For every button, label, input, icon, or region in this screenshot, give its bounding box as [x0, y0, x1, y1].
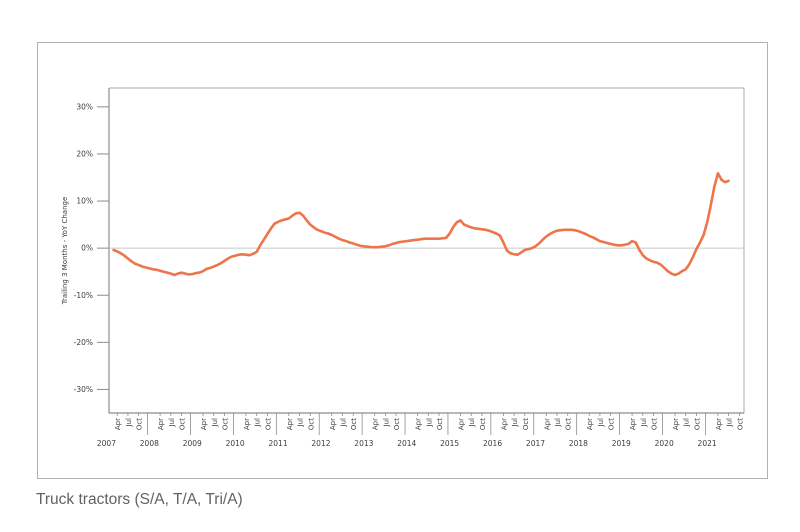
y-tick-label: -20%	[74, 338, 93, 347]
x-tick-label: Oct	[136, 418, 144, 430]
x-tick-label: Oct	[565, 418, 573, 430]
x-tick-label: Jul	[726, 418, 734, 428]
x-tick-label: Jul	[339, 418, 347, 428]
x-year-label: 2007	[97, 439, 116, 448]
x-tick-label: Jul	[468, 418, 476, 428]
x-year-label: 2012	[311, 439, 330, 448]
chart-caption: Truck tractors (S/A, T/A, Tri/A)	[36, 491, 243, 508]
x-year-label: 2017	[526, 439, 545, 448]
x-tick-label: Apr	[329, 418, 337, 430]
y-tick-label: -10%	[74, 291, 93, 300]
x-tick-label: Jul	[683, 418, 691, 428]
x-tick-label: Apr	[157, 418, 165, 430]
x-year-label: 2016	[483, 439, 502, 448]
x-tick-label: Oct	[693, 418, 701, 430]
x-tick-label: Oct	[651, 418, 659, 430]
x-tick-label: Apr	[415, 418, 423, 430]
x-tick-label: Apr	[672, 418, 680, 430]
y-tick-label: 0%	[81, 244, 93, 253]
chart-frame	[37, 42, 768, 479]
x-tick-label: Jul	[125, 418, 133, 428]
x-tick-label: Oct	[264, 418, 272, 430]
yoy-series-line	[112, 172, 730, 277]
x-year-label: 2018	[569, 439, 588, 448]
x-year-label: 2015	[440, 439, 459, 448]
y-tick-label: 10%	[76, 197, 93, 206]
x-tick-label: Oct	[221, 418, 229, 430]
y-tick-label: -30%	[74, 385, 93, 394]
x-tick-label: Oct	[479, 418, 487, 430]
x-tick-label: Oct	[436, 418, 444, 430]
x-tick-label: Jul	[597, 418, 605, 428]
x-tick-label: Jul	[297, 418, 305, 428]
y-tick-label: 20%	[76, 150, 93, 159]
x-tick-label: Oct	[350, 418, 358, 430]
x-tick-label: Oct	[307, 418, 315, 430]
x-tick-label: Jul	[382, 418, 390, 428]
x-tick-label: Apr	[457, 418, 465, 430]
x-tick-label: Apr	[586, 418, 594, 430]
x-tick-label: Jul	[640, 418, 648, 428]
x-tick-label: Jul	[211, 418, 219, 428]
x-year-label: 2019	[612, 439, 631, 448]
y-tick-label: 30%	[76, 102, 93, 111]
x-tick-label: Oct	[393, 418, 401, 430]
x-tick-label: Apr	[243, 418, 251, 430]
x-tick-label: Apr	[543, 418, 551, 430]
x-tick-label: Apr	[629, 418, 637, 430]
x-tick-label: Apr	[200, 418, 208, 430]
x-tick-label: Apr	[286, 418, 294, 430]
x-tick-label: Apr	[715, 418, 723, 430]
x-year-label: 2010	[226, 439, 245, 448]
x-year-label: 2011	[269, 439, 288, 448]
x-tick-label: Oct	[179, 418, 187, 430]
x-tick-label: Jul	[425, 418, 433, 428]
x-tick-label: Jul	[254, 418, 262, 428]
x-tick-label: Jul	[511, 418, 519, 428]
x-year-label: 2021	[698, 439, 717, 448]
x-year-label: 2013	[354, 439, 373, 448]
x-tick-label: Jul	[554, 418, 562, 428]
x-year-label: 2020	[655, 439, 674, 448]
x-year-label: 2014	[397, 439, 416, 448]
x-year-label: 2009	[183, 439, 202, 448]
x-tick-label: Oct	[736, 418, 744, 430]
x-year-label: 2008	[140, 439, 159, 448]
x-tick-label: Apr	[372, 418, 380, 430]
x-tick-label: Oct	[522, 418, 530, 430]
y-axis-title: Trailing 3 Months - YoY Change	[61, 197, 69, 306]
x-tick-label: Apr	[500, 418, 508, 430]
x-tick-label: Apr	[114, 418, 122, 430]
x-tick-label: Jul	[168, 418, 176, 428]
x-tick-label: Oct	[608, 418, 616, 430]
